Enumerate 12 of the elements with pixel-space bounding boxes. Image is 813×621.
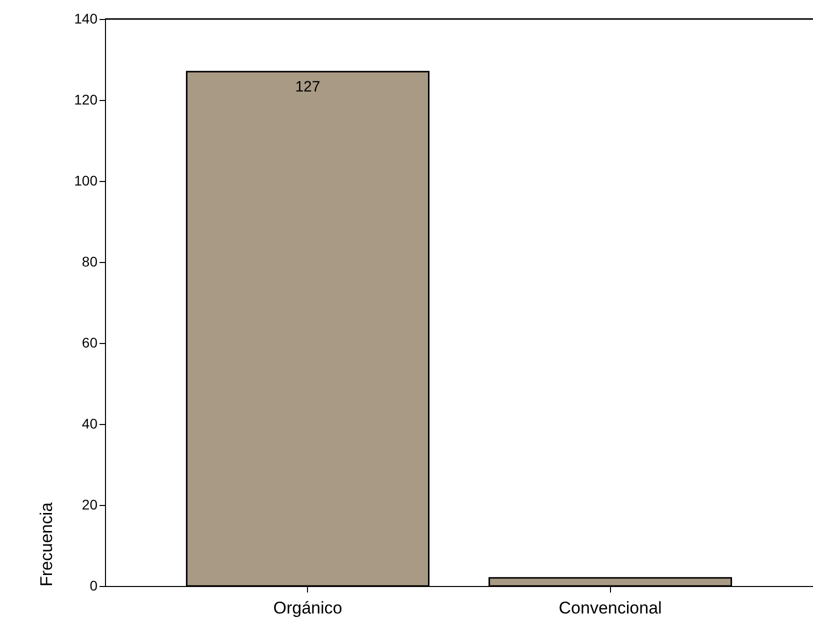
y-tick-label: 140 xyxy=(74,10,98,26)
y-tick-label: 0 xyxy=(90,578,98,594)
y-axis-title: Frecuencia xyxy=(37,502,56,586)
y-tick-label: 20 xyxy=(82,496,98,512)
data-label: 127 xyxy=(295,78,320,96)
y-tick-label: 60 xyxy=(82,334,98,350)
x-tick-label: Orgánico xyxy=(273,598,342,618)
y-tick-label: 80 xyxy=(82,254,98,270)
x-tick-label: Convencional xyxy=(558,598,662,618)
y-tick-label: 120 xyxy=(74,92,98,108)
y-tick-label: 40 xyxy=(82,416,98,432)
y-tick-label: 100 xyxy=(74,172,98,188)
